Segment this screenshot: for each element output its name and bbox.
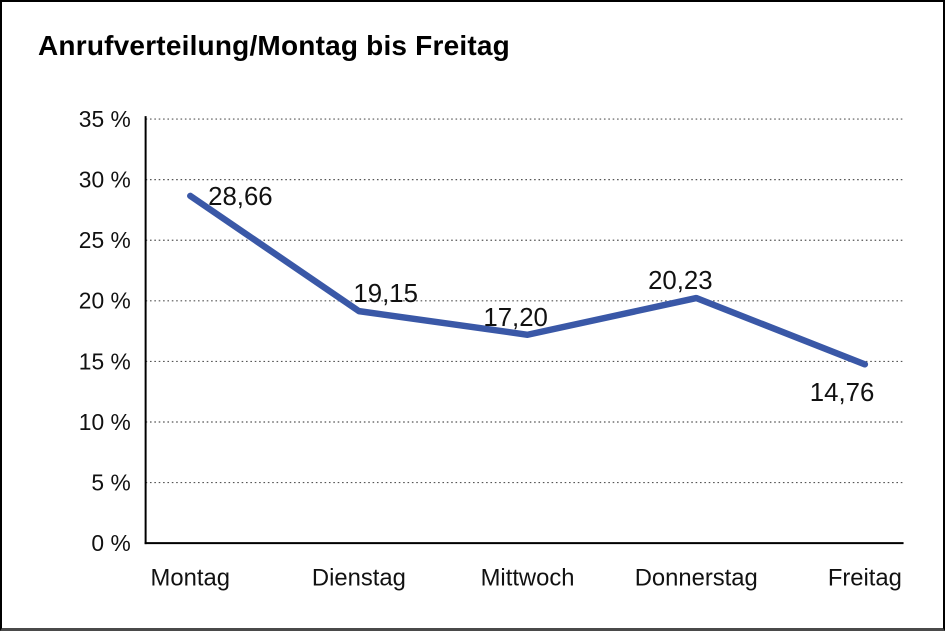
x-tick-label: Freitag	[828, 564, 902, 591]
data-series	[187, 192, 869, 368]
chart-title: Anrufverteilung/Montag bis Freitag	[38, 30, 510, 61]
gridlines	[145, 118, 903, 484]
data-point-label: 19,15	[353, 280, 418, 308]
x-tick-label: Donnerstag	[635, 564, 758, 591]
x-axis-labels: Montag Dienstag Mittwoch Donnerstag Freitag	[151, 564, 902, 591]
y-axis-labels: 0 % 5 % 10 % 15 % 20 % 25 % 30 % 35 %	[79, 106, 131, 556]
x-tick-label: Dienstag	[312, 564, 406, 591]
y-tick-label: 5 %	[91, 470, 130, 496]
data-point-label: 28,66	[208, 183, 273, 211]
x-tick-label: Mittwoch	[481, 564, 575, 591]
data-point-label: 14,76	[810, 379, 875, 407]
axes	[144, 116, 904, 545]
x-tick-label: Montag	[151, 564, 230, 591]
data-point-label: 20,23	[648, 267, 713, 295]
y-tick-label: 10 %	[79, 409, 131, 435]
series-line	[187, 192, 869, 368]
data-point-label: 17,20	[483, 304, 548, 332]
y-tick-label: 35 %	[79, 106, 131, 132]
y-tick-label: 0 %	[91, 530, 130, 556]
y-tick-label: 25 %	[79, 227, 131, 253]
y-tick-label: 30 %	[79, 167, 131, 193]
y-tick-label: 20 %	[79, 288, 131, 314]
data-labels: 28,66 19,15 17,20 20,23 14,76	[208, 183, 874, 407]
y-tick-label: 15 %	[79, 348, 131, 374]
